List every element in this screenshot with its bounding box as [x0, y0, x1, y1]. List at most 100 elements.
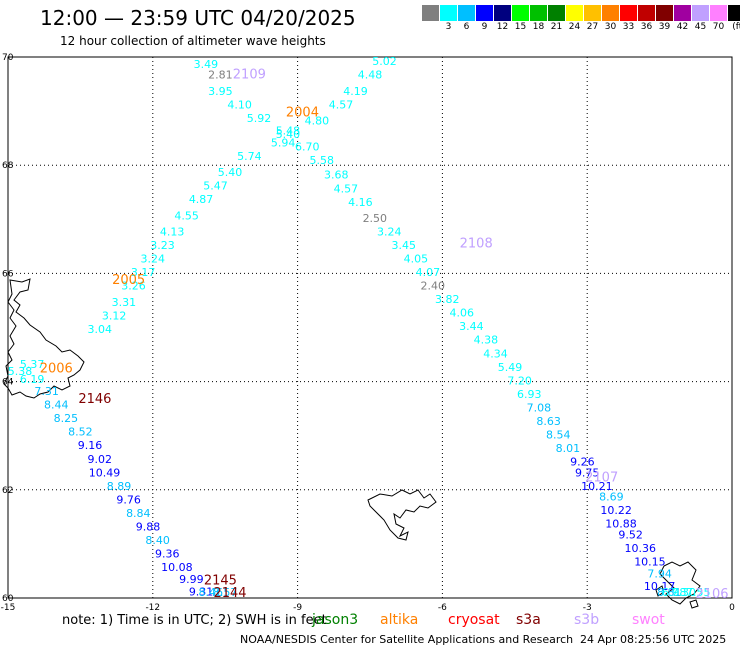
wave-height-value: 5.58 — [309, 154, 334, 167]
lon-tick-label: -15 — [1, 603, 16, 613]
wave-height-value: 5.40 — [218, 166, 243, 179]
wave-height-value: 4.06 — [449, 307, 474, 320]
wave-height-value: 10.22 — [600, 504, 632, 517]
wave-height-value: 4.80 — [305, 115, 330, 128]
wave-height-value: 9.02 — [87, 453, 112, 466]
satellite-legend-item: altika — [380, 612, 419, 628]
legend-swatch — [440, 5, 458, 21]
wave-height-value: 5.92 — [247, 112, 272, 125]
legend-label: 33 — [622, 22, 635, 32]
wave-height-value: 2.40 — [420, 280, 445, 293]
wave-height-value: 9.31 — [189, 585, 214, 598]
wave-height-value: 8.01 — [556, 442, 581, 455]
legend-swatch — [692, 5, 710, 21]
iceland-coast — [3, 278, 85, 399]
wave-height-value: 6.70 — [295, 141, 320, 154]
wave-height-value: 3.82 — [435, 293, 460, 306]
wave-height-value: 3.95 — [208, 85, 233, 98]
legend-swatch — [602, 5, 620, 21]
lon-tick-label: -12 — [145, 603, 160, 613]
legend-swatch — [494, 5, 512, 21]
track-id-label: 2109 — [233, 68, 266, 83]
legend-label: 6 — [463, 22, 470, 32]
wave-height-value: 4.19 — [343, 85, 368, 98]
wave-height-value: 4.13 — [160, 226, 185, 239]
satellite-legend-item: swot — [632, 612, 665, 628]
wave-height-value: 7.31 — [34, 385, 59, 398]
wave-height-value: 7.08 — [527, 401, 552, 414]
wave-height-value: 6.19 — [20, 373, 45, 386]
wave-height-value: 4.57 — [329, 98, 354, 111]
wave-height-value: 6.98 — [662, 586, 687, 599]
legend-label: 12 — [496, 22, 509, 32]
wave-height-value: 4.05 — [404, 253, 429, 266]
wave-height-value: 8.84 — [126, 507, 151, 520]
wave-height-value: 8.54 — [546, 428, 571, 441]
wave-height-value: 4.34 — [483, 347, 508, 360]
track-id-label: 2108 — [460, 236, 493, 251]
wave-height-value: 3.45 — [392, 239, 417, 252]
generated-timestamp: 24 Apr 08:25:56 UTC 2025 — [580, 633, 727, 646]
shetland-islands — [659, 561, 701, 605]
legend-label: 15 — [514, 22, 527, 32]
lat-tick-label: 70 — [2, 53, 14, 63]
legend-swatch — [728, 5, 740, 21]
legend-label: 18 — [532, 22, 545, 32]
map-frame — [7, 56, 733, 599]
legend-swatch — [476, 5, 494, 21]
legend-unit: (ft) — [732, 22, 740, 32]
wave-height-value: 9.88 — [136, 520, 161, 533]
legend-label: 70 — [712, 22, 725, 32]
wave-height-value: 7.55 — [686, 586, 711, 599]
legend-label: 9 — [481, 22, 488, 32]
wave-height-value: 5.74 — [237, 150, 262, 163]
wave-height-value: 7.30 — [671, 586, 696, 599]
wave-height-value: 10.08 — [161, 561, 193, 574]
wave-height-value: 5.94 — [271, 136, 296, 149]
wave-height-value: 9.75 — [575, 466, 600, 479]
track-id-label: 2146 — [78, 392, 111, 407]
satellite-legend-item: jason3 — [312, 612, 359, 628]
legend-swatch — [566, 5, 584, 21]
wave-height-value: 3.31 — [112, 296, 137, 309]
legend-label: 45 — [694, 22, 707, 32]
wave-height-value: 2.50 — [363, 212, 388, 225]
satellite-legend-item: s3a — [516, 612, 541, 628]
page-subtitle: 12 hour collection of altimeter wave hei… — [60, 34, 326, 48]
wave-height-value: 3.24 — [377, 226, 402, 239]
lat-tick-label: 64 — [2, 378, 14, 388]
wave-height-value: 3.17 — [131, 266, 156, 279]
legend-label: 39 — [658, 22, 671, 32]
coastlines — [3, 278, 701, 609]
legend-swatch — [620, 5, 638, 21]
wave-height-value: 3.68 — [324, 169, 349, 182]
wave-height-value: 9.36 — [155, 547, 180, 560]
wave-height-value: 8.44 — [44, 399, 69, 412]
wave-height-value: 5.38 — [8, 365, 33, 378]
satellite-legend: jason3 altika cryosat s3a s3b swot — [0, 612, 740, 630]
lat-tick-label: 60 — [2, 594, 14, 604]
wave-height-value: 9.26 — [570, 455, 595, 468]
wave-height-value: 5.48 — [276, 124, 301, 137]
wave-height-value: 2.81 — [208, 69, 233, 82]
lat-tick-label: 68 — [2, 161, 14, 171]
wave-height-value: 6.93 — [517, 388, 542, 401]
wave-height-value: 8.57 — [213, 586, 238, 599]
track-id-label: 2004 — [286, 106, 319, 121]
legend-swatch — [422, 5, 440, 21]
legend-label: 3 — [445, 22, 452, 32]
wave-height-value: 3.23 — [150, 239, 175, 252]
wave-height-value: 3.49 — [194, 58, 219, 71]
lat-tick-label: 62 — [2, 486, 13, 496]
wave-height-value: 10.15 — [634, 556, 666, 569]
wave-height-value: 4.16 — [348, 196, 373, 209]
legend-swatch — [656, 5, 674, 21]
wave-height-points: 5.02 3.49 4.48 2.81 4.19 3.95 4.57 4.10 4.80 5.92… — [8, 55, 711, 599]
wave-height-value: 4.48 — [358, 69, 383, 82]
lon-tick-label: -9 — [293, 603, 302, 613]
lon-tick-label: -6 — [438, 603, 447, 613]
legend-swatch — [674, 5, 692, 21]
wave-height-value: 9.16 — [78, 439, 103, 452]
legend-label: 21 — [550, 22, 563, 32]
